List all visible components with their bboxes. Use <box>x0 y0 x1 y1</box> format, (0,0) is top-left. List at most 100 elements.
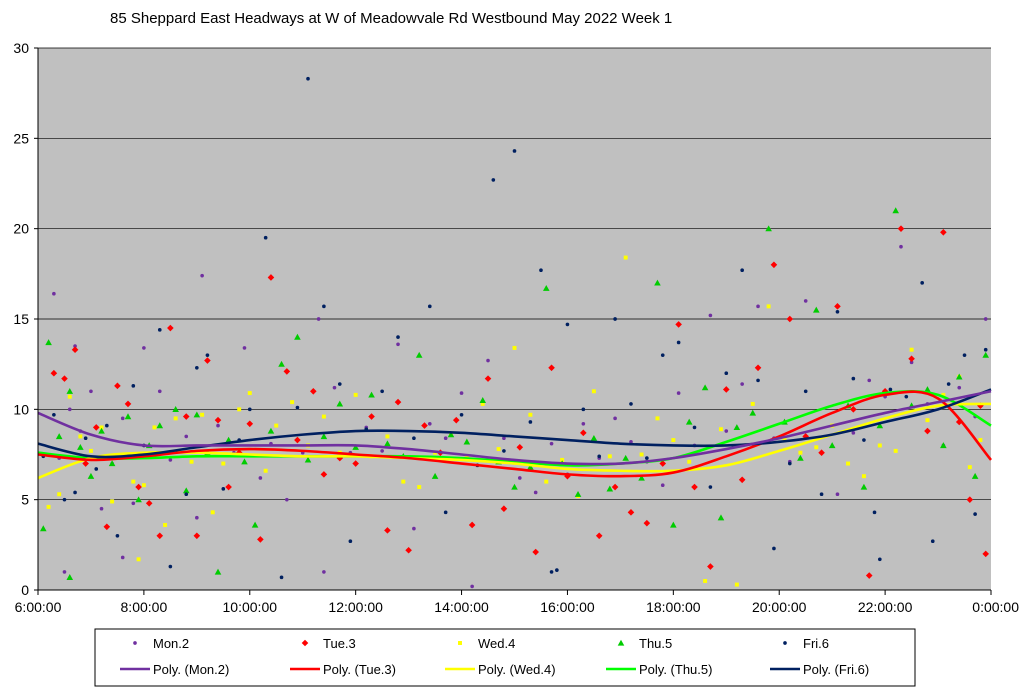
data-point <box>703 578 708 583</box>
chart-title: 85 Sheppard East Headways at W of Meadow… <box>110 10 672 27</box>
data-point <box>241 458 248 465</box>
data-point <box>184 492 189 497</box>
data-point <box>955 373 963 380</box>
data-point <box>659 460 667 467</box>
data-point <box>168 458 173 462</box>
data-point <box>966 496 974 503</box>
data-point <box>878 557 882 562</box>
data-point <box>595 532 603 540</box>
data-point <box>216 423 220 428</box>
data-point <box>52 412 56 417</box>
data-point <box>707 563 714 570</box>
data-point <box>851 431 856 435</box>
data-point <box>135 483 142 491</box>
trendline <box>37 389 992 466</box>
data-point <box>131 479 136 484</box>
data-point <box>412 436 416 441</box>
data-point <box>512 345 517 350</box>
data-point <box>92 424 100 431</box>
trendlines <box>37 388 992 480</box>
data-point <box>205 353 210 357</box>
data-point <box>925 418 930 423</box>
data-point <box>754 364 762 372</box>
data-point <box>163 522 168 527</box>
data-point <box>62 570 67 574</box>
data-point <box>156 532 164 540</box>
data-point <box>114 382 121 390</box>
data-point <box>336 454 344 462</box>
data-point <box>320 433 328 440</box>
data-point <box>120 416 125 421</box>
data-point <box>310 387 317 395</box>
data-point <box>78 434 83 439</box>
data-point <box>235 449 243 456</box>
data-point <box>722 386 730 393</box>
trendline <box>37 388 992 459</box>
data-point <box>555 568 559 572</box>
data-point <box>888 387 893 392</box>
data-point <box>909 360 914 365</box>
y-tick-label: 5 <box>21 492 29 508</box>
data-point <box>542 284 550 291</box>
x-axis-ticks: 6:00:00 8:00:00 10:00:00 12:00:00 14:00:00 16… <box>15 590 1019 615</box>
data-point <box>491 178 496 182</box>
data-point <box>971 472 979 479</box>
data-point <box>765 225 772 232</box>
data-point <box>290 400 295 405</box>
data-point <box>120 555 125 560</box>
data-point <box>145 499 153 507</box>
data-point <box>135 496 142 503</box>
data-point <box>756 378 760 383</box>
data-point <box>142 346 146 350</box>
x-tick-label: 10:00:00 <box>223 599 278 615</box>
data-point <box>924 386 931 393</box>
data-point <box>443 510 448 515</box>
data-point <box>189 459 194 464</box>
data-point <box>892 207 899 214</box>
data-point <box>740 268 744 273</box>
data-point <box>982 351 990 358</box>
data-point <box>124 400 132 408</box>
data-point <box>225 436 232 443</box>
legend-label: Wed.4 <box>478 636 515 651</box>
data-point <box>676 340 681 345</box>
data-point <box>946 382 951 386</box>
y-tick-label: 20 <box>13 221 29 237</box>
data-point <box>210 510 215 515</box>
data-point <box>431 472 439 479</box>
data-point <box>533 490 538 495</box>
data-point <box>876 422 884 429</box>
data-point <box>486 358 490 363</box>
data-point <box>316 317 321 321</box>
data-point <box>258 476 263 480</box>
x-tick-label: 12:00:00 <box>328 599 383 615</box>
data-point <box>380 389 384 394</box>
data-point <box>336 400 344 407</box>
data-point <box>39 525 47 532</box>
data-point <box>645 456 649 460</box>
legend-label: Poly. (Fri.6) <box>803 662 869 677</box>
data-point <box>267 427 275 434</box>
data-point <box>798 450 803 455</box>
data-point <box>87 472 95 479</box>
data-point <box>353 392 358 397</box>
data-point <box>459 391 464 395</box>
data-point <box>565 322 570 327</box>
x-tick-label: 6:00:00 <box>15 599 62 615</box>
trendline <box>37 390 992 478</box>
legend-label: Mon.2 <box>153 636 189 651</box>
legend-entries: Mon.2 Tue.3 Wed.4 Thu.5 Fri.6 Poly. (Mon.2) Po… <box>120 636 869 677</box>
trendline <box>37 389 992 467</box>
data-point <box>850 406 857 413</box>
data-point <box>685 418 693 425</box>
data-point <box>182 487 190 494</box>
data-point <box>527 463 534 470</box>
gridlines <box>38 47 991 501</box>
data-point <box>835 309 840 314</box>
data-point <box>908 355 915 363</box>
data-point <box>61 375 68 382</box>
y-tick-label: 10 <box>13 401 29 417</box>
data-point <box>851 376 856 381</box>
x-tick-label: 22:00:00 <box>858 599 913 615</box>
data-point <box>108 460 116 467</box>
